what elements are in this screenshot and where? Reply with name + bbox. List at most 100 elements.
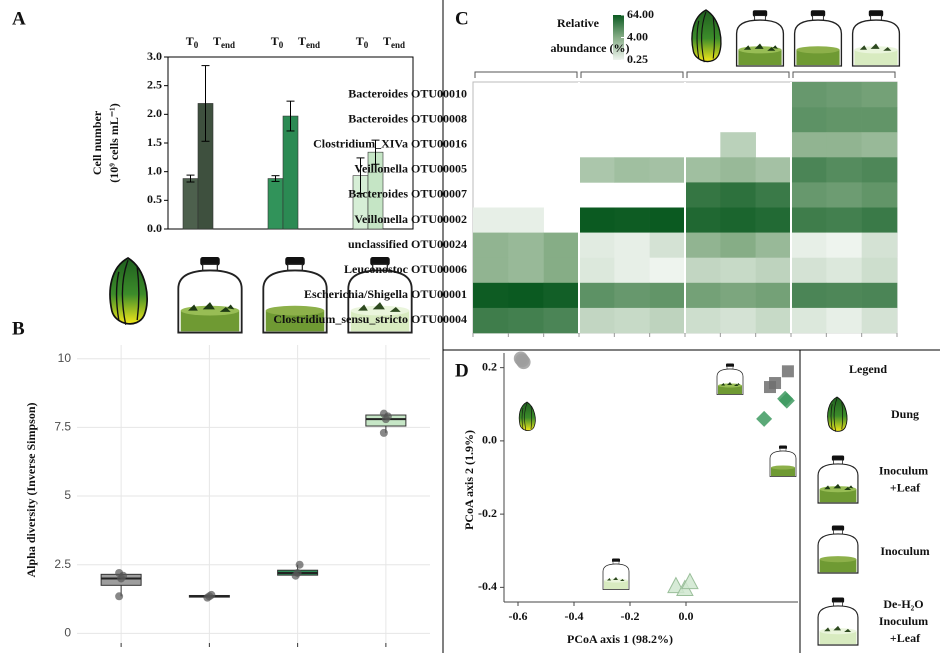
point (115, 592, 123, 600)
heat-cell (756, 308, 792, 333)
y-tick-label: 1.0 (147, 163, 162, 177)
heat-cell (685, 233, 721, 258)
dung-icon (692, 10, 721, 62)
dung-icon (110, 258, 147, 325)
legend-label: Inoculum (880, 544, 929, 558)
heat-cell (756, 233, 792, 258)
heat-cell (826, 283, 862, 308)
series-label: T0 (186, 34, 199, 50)
colorbar-label: 0.25 (627, 52, 648, 66)
y-tick-label: 10 (58, 351, 72, 365)
heat-cell (826, 208, 862, 233)
heat-cell (650, 157, 686, 182)
y-axis-label: Cell number (90, 110, 104, 175)
series-label: Tend (298, 34, 320, 50)
colorbar-label: 4.00 (627, 29, 648, 43)
y-tick-label: 2.5 (147, 77, 162, 91)
heat-cell (650, 233, 686, 258)
heat-cell (473, 233, 509, 258)
jar-icon (818, 597, 858, 645)
page: Figure {"chart_data": [ {"panel": "A", "… (0, 0, 940, 653)
group-bracket (793, 72, 895, 78)
point (207, 591, 215, 599)
heat-cell (791, 107, 827, 132)
row-label: Veillonella OTU00002 (354, 212, 467, 226)
heat-cell (756, 208, 792, 233)
heat-cell (720, 233, 756, 258)
heat-cell (862, 283, 898, 308)
point (380, 410, 388, 418)
heat-cell (685, 208, 721, 233)
jar-icon (795, 10, 842, 66)
y-tick-label: 1.5 (147, 135, 162, 149)
y-tick-label: 7.5 (54, 420, 71, 434)
heat-cell (473, 258, 509, 283)
heat-cell (544, 233, 580, 258)
heat-cell (826, 157, 862, 182)
heat-cell (685, 283, 721, 308)
x-tick-label: -0.2 (621, 609, 640, 623)
heat-cell (579, 157, 615, 182)
y-tick-label: 0.2 (482, 359, 497, 373)
series-label: Tend (383, 34, 405, 50)
heat-cell (756, 157, 792, 182)
heat-cell (826, 308, 862, 333)
heat-cell (544, 258, 580, 283)
y-tick-label: 0.0 (482, 433, 497, 447)
panel-letter: A (12, 8, 26, 29)
heat-cell (826, 233, 862, 258)
group-bracket (581, 72, 683, 78)
heat-cell (791, 82, 827, 107)
heat-cell (650, 308, 686, 333)
heat-cell (720, 308, 756, 333)
colorbar-title: Relative (557, 16, 600, 30)
heat-cell (862, 107, 898, 132)
heat-cell (826, 258, 862, 283)
heat-cell (579, 308, 615, 333)
jar-icon (178, 257, 241, 333)
heat-cell (791, 157, 827, 182)
heat-cell (720, 182, 756, 207)
figure: A B C D 0.00.51.01.52.02.53.0Cell number… (0, 0, 940, 653)
heat-cell (791, 308, 827, 333)
body: A B C D 0.00.51.01.52.02.53.0Cell number… (0, 0, 940, 653)
jar-icon (770, 446, 796, 477)
y-tick-label: 2.5 (54, 557, 71, 571)
y-tick-label: 2.0 (147, 106, 162, 120)
legend-label: De-H₂O Inoculum +Leaf (879, 597, 931, 645)
jar-icon (853, 10, 900, 66)
heat-cell (791, 132, 827, 157)
x-tick-label: -0.4 (565, 609, 584, 623)
row-label: unclassified OTU00024 (348, 237, 467, 251)
heat-cell (720, 208, 756, 233)
jar-icon (818, 525, 858, 573)
heat-cell (826, 82, 862, 107)
row-label: Escherichia/Shigella OTU00001 (304, 287, 467, 301)
heat-cell (614, 308, 650, 333)
point (769, 377, 781, 389)
heat-cell (756, 283, 792, 308)
heat-cell (685, 182, 721, 207)
dung-icon (828, 397, 847, 432)
point (517, 355, 531, 369)
row-label: Bacteroides OTU00007 (348, 187, 467, 201)
heat-cell (614, 208, 650, 233)
x-tick-label: 0.0 (679, 609, 694, 623)
point (294, 569, 302, 577)
heat-cell (862, 132, 898, 157)
y-tick-label: 0.0 (147, 221, 162, 235)
heat-cell (579, 258, 615, 283)
heat-cell (756, 258, 792, 283)
heat-cell (862, 258, 898, 283)
series-label: T0 (356, 34, 369, 50)
panel-letter: D (455, 360, 469, 381)
heat-cell (473, 208, 509, 233)
y-axis-label: Alpha diversity (Inverse Simpson) (24, 402, 38, 577)
legend-title: Legend (849, 362, 887, 376)
heat-cell (862, 182, 898, 207)
y-tick-label: 5 (64, 488, 71, 502)
heat-cell (544, 308, 580, 333)
point (115, 569, 123, 577)
heat-cell (826, 182, 862, 207)
bar (283, 116, 298, 229)
